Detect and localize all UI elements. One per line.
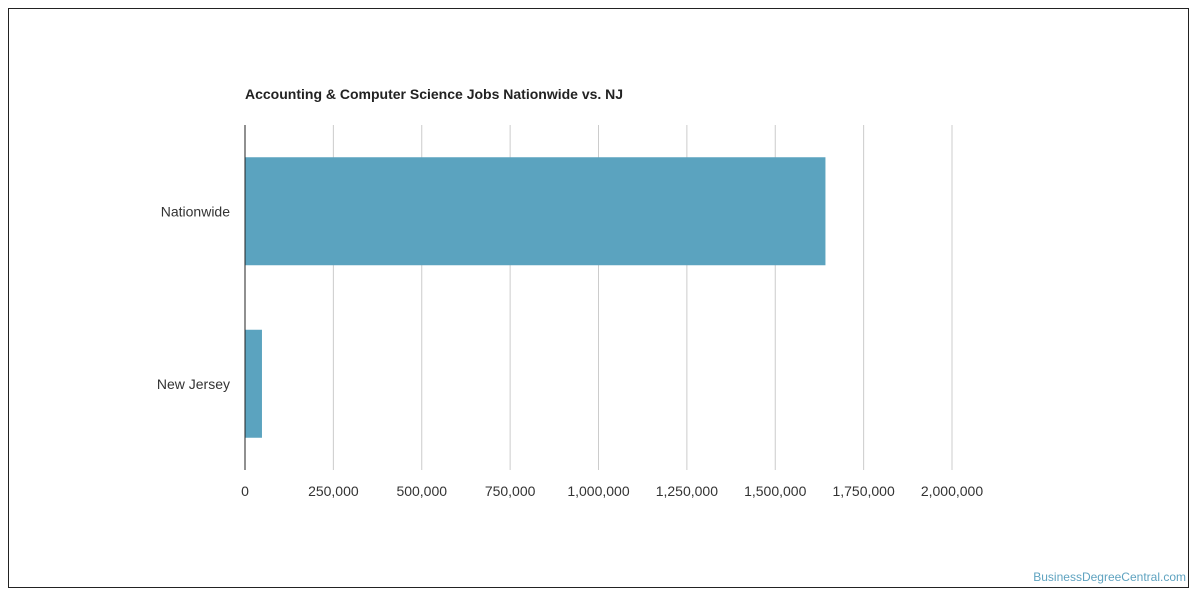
x-tick-label: 0 <box>241 483 249 499</box>
x-tick-label: 250,000 <box>308 483 359 499</box>
x-tick-label: 1,250,000 <box>656 483 718 499</box>
bar-new-jersey <box>245 329 262 438</box>
category-label: New Jersey <box>157 376 230 392</box>
x-tick-label: 1,500,000 <box>744 483 806 499</box>
x-tick-label: 2,000,000 <box>921 483 983 499</box>
x-tick-label: 500,000 <box>396 483 447 499</box>
x-tick-label: 1,000,000 <box>567 483 629 499</box>
x-tick-label: 750,000 <box>485 483 536 499</box>
x-tick-label: 1,750,000 <box>832 483 894 499</box>
chart-title: Accounting & Computer Science Jobs Natio… <box>245 86 624 102</box>
watermark: BusinessDegreeCentral.com <box>1033 570 1186 584</box>
bar-nationwide <box>245 157 826 266</box>
category-labels: Nationwide New Jersey <box>157 203 230 392</box>
x-tick-labels: 0 250,000 500,000 750,000 1,000,000 1,250,000… <box>241 483 983 499</box>
category-label: Nationwide <box>161 203 230 219</box>
bars <box>245 157 826 438</box>
chart-frame <box>8 8 1189 588</box>
